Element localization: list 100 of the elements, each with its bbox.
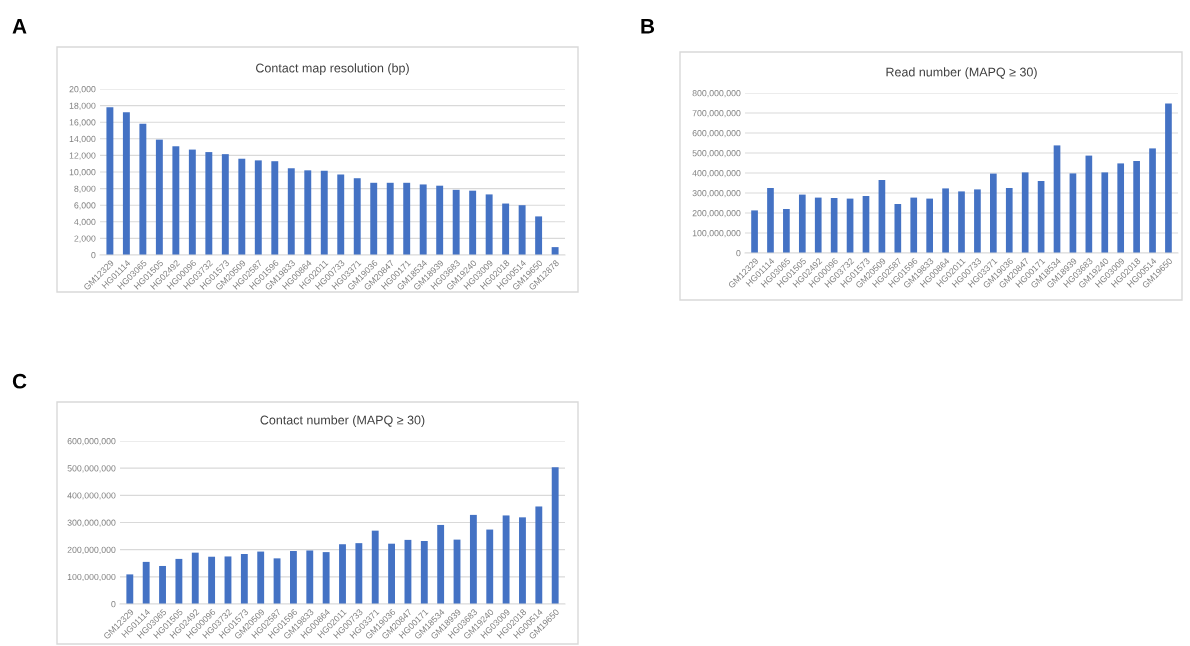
bar (337, 174, 345, 255)
bar (371, 530, 379, 604)
y-tick-label: 500,000,000 (67, 465, 116, 473)
bar (188, 149, 196, 255)
bar (155, 139, 163, 255)
bar (172, 146, 180, 255)
bar (254, 160, 262, 255)
bar (1133, 161, 1140, 253)
bar (974, 189, 981, 253)
y-tick-label: 500,000,000 (692, 150, 741, 158)
bar (240, 554, 248, 604)
bar (420, 540, 428, 604)
y-tick-label: 0 (736, 250, 741, 257)
bar (1165, 103, 1172, 253)
text: A (12, 19, 27, 34)
bar (814, 197, 822, 253)
bar (437, 524, 445, 604)
chart-title: Contact number (MAPQ ≥ 30) (260, 415, 425, 427)
bar (205, 152, 213, 255)
bar (339, 544, 346, 604)
y-tick-label: 2,000 (74, 235, 96, 243)
bar (1101, 172, 1109, 253)
bar (221, 154, 229, 255)
y-tick-label: 300,000,000 (67, 519, 116, 527)
bar (942, 188, 949, 253)
bar (452, 189, 460, 255)
bar (191, 552, 199, 604)
bar (469, 190, 477, 255)
bar (990, 173, 997, 253)
y-tick-label: 20,000 (69, 86, 96, 94)
chart-title: Contact map resolution (bp) (256, 63, 409, 75)
bar (403, 182, 411, 255)
bar (386, 182, 394, 255)
bar (322, 552, 330, 604)
bar (353, 178, 361, 255)
bar (388, 543, 396, 604)
bar (502, 203, 510, 255)
bar (894, 204, 902, 253)
bar (485, 194, 493, 255)
bar (289, 551, 297, 604)
bar (1149, 148, 1156, 253)
bar (751, 210, 758, 253)
bar (551, 467, 559, 604)
y-tick-label: 0 (111, 601, 116, 608)
bar (142, 561, 150, 604)
bar (287, 168, 295, 255)
y-tick-label: 0 (91, 252, 96, 259)
bar (419, 184, 427, 255)
y-tick-label: 700,000,000 (692, 110, 741, 118)
bar (783, 209, 790, 253)
bar (910, 197, 918, 253)
y-tick-label: 600,000,000 (692, 130, 741, 138)
bar (535, 216, 543, 255)
bar (320, 170, 328, 255)
bar (159, 565, 166, 604)
y-tick-label: 800,000,000 (692, 90, 741, 98)
bar (238, 158, 246, 255)
y-tick-label: 100,000,000 (692, 230, 741, 238)
text: B (641, 19, 655, 34)
bar (926, 198, 933, 253)
bar (436, 185, 444, 255)
y-tick-label: 18,000 (69, 102, 96, 110)
y-tick-label: 14,000 (69, 135, 96, 144)
bar (106, 107, 114, 255)
bar (306, 550, 314, 604)
y-tick-label: 8,000 (74, 185, 96, 193)
bar (175, 558, 183, 604)
bar (122, 112, 130, 255)
bar (958, 191, 965, 253)
bar (257, 551, 265, 604)
bar (486, 529, 494, 604)
y-tick-label: 6,000 (74, 202, 96, 210)
y-tick-label: 600,000,000 (67, 438, 116, 446)
bar (767, 188, 774, 253)
bar (139, 123, 147, 255)
bar (469, 514, 477, 604)
chart-title: Read number (MAPQ ≥ 30) (886, 67, 1037, 79)
y-tick-label: 12,000 (69, 152, 96, 160)
bar (208, 556, 216, 604)
bar (370, 182, 378, 255)
bar (1117, 163, 1125, 253)
y-tick-label: 200,000,000 (692, 210, 741, 218)
bar (519, 517, 526, 604)
bar (126, 574, 134, 604)
y-tick-label: 200,000,000 (67, 546, 116, 554)
y-tick-label: 100,000,000 (67, 573, 116, 582)
y-tick-label: 4,000 (74, 218, 96, 227)
bar (535, 506, 543, 604)
text: C (12, 373, 27, 389)
bar (1021, 172, 1029, 253)
y-tick-label: 400,000,000 (692, 170, 741, 178)
y-tick-label: 16,000 (69, 119, 96, 127)
bar (271, 161, 279, 255)
y-tick-label: 10,000 (69, 169, 96, 177)
bar (304, 170, 312, 255)
y-tick-label: 400,000,000 (67, 492, 116, 500)
bar (798, 194, 806, 253)
y-tick-label: 300,000,000 (692, 190, 741, 198)
bar (355, 543, 363, 604)
bar (502, 515, 510, 604)
